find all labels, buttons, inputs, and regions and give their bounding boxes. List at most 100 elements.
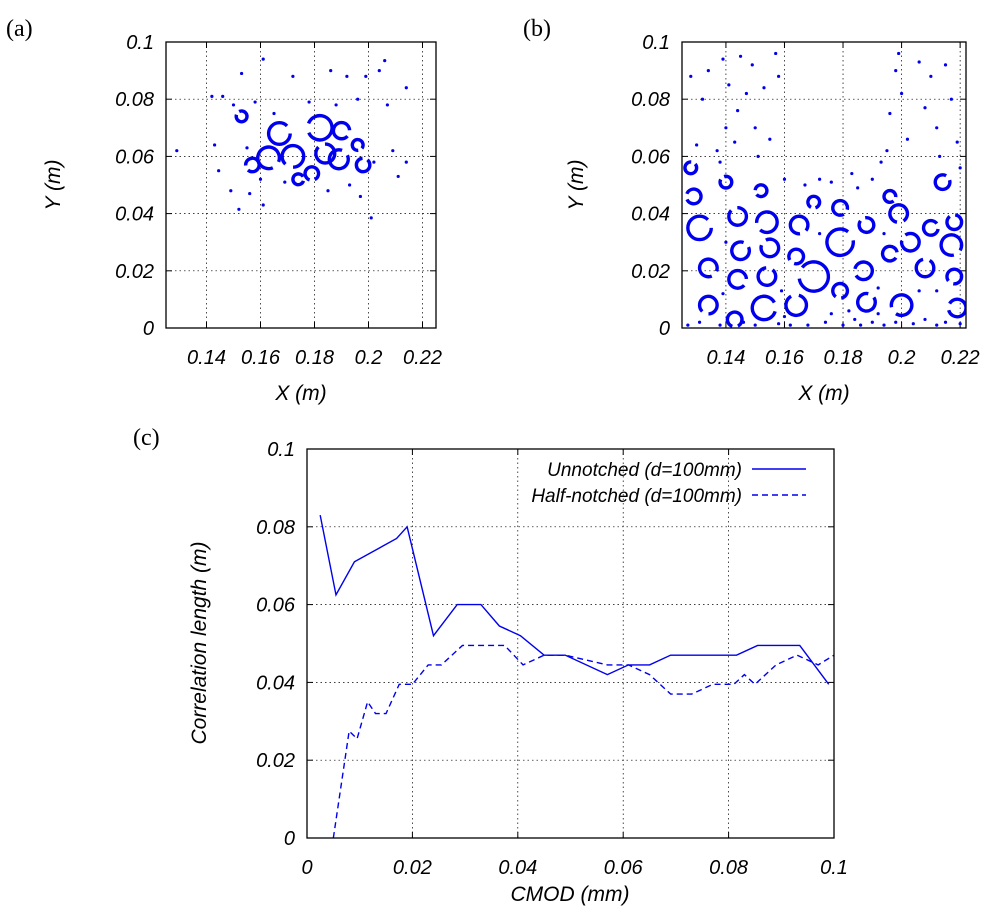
crack-ring-marker: [280, 143, 306, 169]
crack-ring-marker: [756, 266, 778, 288]
x-axis-label: X (m): [797, 382, 849, 405]
scatter-point: [695, 143, 699, 147]
x-tick-label: 0.16: [765, 347, 805, 369]
crack-ring-marker: [718, 174, 734, 190]
crack-ring-marker: [899, 231, 921, 253]
scatter-point: [876, 312, 880, 316]
crack-ring-marker: [686, 214, 713, 242]
crack-ring-marker: [331, 120, 352, 141]
y-tick-label: 0.06: [115, 146, 155, 168]
crack-ring-marker: [697, 257, 719, 279]
scatter-point: [917, 289, 921, 293]
x-axis-label: CMOD (mm): [511, 883, 630, 906]
crack-ring-marker: [933, 173, 952, 192]
scatter-point: [879, 160, 883, 164]
crack-ring-marker: [725, 310, 744, 328]
scatter-point: [358, 194, 362, 199]
scatter-point: [307, 100, 311, 104]
crack-ring-marker: [857, 216, 876, 235]
crack-ring-marker: [945, 213, 964, 232]
scatter-point: [213, 143, 217, 147]
x-tick-label: 0.18: [295, 347, 334, 369]
scatter-point: [283, 180, 287, 184]
crack-ring-marker: [945, 267, 964, 286]
y-tick-label: 0.02: [115, 261, 154, 283]
x-tick-label: 0.18: [824, 347, 863, 369]
crack-ring-marker: [831, 198, 850, 217]
crack-ring-marker: [306, 113, 334, 142]
crack-ring-marker: [914, 257, 936, 279]
x-tick-label: 0.14: [706, 347, 745, 369]
scatter-point: [727, 83, 731, 87]
scatter-point: [955, 140, 959, 144]
scatter-point: [894, 69, 898, 73]
scatter-point: [326, 189, 330, 193]
scatter-point: [718, 160, 722, 164]
scatter-point: [210, 94, 214, 98]
scatter-point: [911, 322, 915, 326]
plot-frame: [165, 41, 437, 329]
crack-ring-marker: [921, 218, 940, 237]
y-tick-label: 0.06: [256, 595, 296, 617]
scatter-point: [369, 216, 373, 220]
scatter-point: [724, 126, 728, 130]
y-tick-label: 0: [284, 828, 295, 850]
panel-label: (a): [6, 16, 33, 42]
scatter-point: [935, 126, 939, 130]
x-tick-label: 0.2: [355, 347, 383, 369]
x-tick-label: 0.22: [403, 347, 442, 369]
scatter-point: [689, 74, 693, 78]
scatter-point: [774, 51, 778, 56]
crack-ring-marker: [730, 240, 752, 262]
crack-ring-marker: [784, 293, 809, 318]
chart-panel-b: 0.14 0.16 0.18 0.2 0.22 0 0.02 0.04 0.06 0.08 0.1 (…: [523, 16, 980, 405]
y-tick-label: 0.1: [642, 32, 670, 54]
scatter-point: [258, 177, 263, 181]
scatter-point: [391, 149, 395, 153]
scatter-point: [272, 111, 276, 116]
scatter-point: [345, 74, 349, 78]
y-tick-label: 0: [659, 318, 670, 340]
plot-frame: [306, 448, 835, 839]
scatter-point: [803, 183, 807, 187]
crack-ring-marker: [314, 142, 337, 165]
crack-ring-marker: [880, 244, 899, 263]
y-tick-label: 0.06: [631, 146, 671, 168]
crack-ring-marker: [234, 109, 249, 124]
scatter-point: [721, 292, 725, 296]
legend-label: Unnotched (d=100mm): [547, 460, 742, 481]
crack-ring-marker: [788, 214, 810, 236]
panel-label: (b): [523, 16, 551, 42]
chart-panel-a: 0.14 0.16 0.18 0.2 0.22 0 0.02 0.04 0.06 0.08 0.1 (…: [6, 16, 442, 405]
scatter-point: [876, 286, 880, 290]
crack-ring-marker: [882, 188, 898, 204]
scatter-point: [806, 323, 810, 327]
scatter-point: [744, 91, 749, 96]
scatter-point: [372, 160, 376, 164]
data-layer: [175, 57, 408, 220]
crack-ring-marker: [750, 294, 778, 322]
crack-ring-marker: [327, 148, 350, 171]
crack-ring-marker: [727, 268, 749, 290]
chart-panel-c: 0 0.02 0.04 0.06 0.08 0.1 0 0.02 0.04 0.06 0.08 0.1…: [133, 425, 848, 906]
crack-ring-marker: [855, 291, 877, 313]
scatter-point: [385, 103, 389, 107]
scatter-point: [938, 154, 942, 158]
crack-ring-marker: [939, 233, 964, 258]
scatter-point: [261, 57, 265, 61]
scatter-point: [943, 63, 948, 67]
scatter-point: [888, 111, 892, 116]
y-tick-label: 0.02: [631, 261, 670, 283]
scatter-point: [777, 74, 781, 78]
crack-ring-marker: [853, 260, 875, 282]
crack-ring-marker: [291, 172, 306, 187]
crack-ring-marker: [683, 160, 699, 176]
scatter-point: [240, 71, 244, 76]
scatter-point: [753, 323, 757, 327]
scatter-point: [850, 171, 854, 176]
scatter-point: [348, 183, 352, 187]
scatter-point: [377, 69, 381, 73]
scatter-point: [829, 180, 833, 184]
crack-ring-marker: [806, 194, 822, 210]
